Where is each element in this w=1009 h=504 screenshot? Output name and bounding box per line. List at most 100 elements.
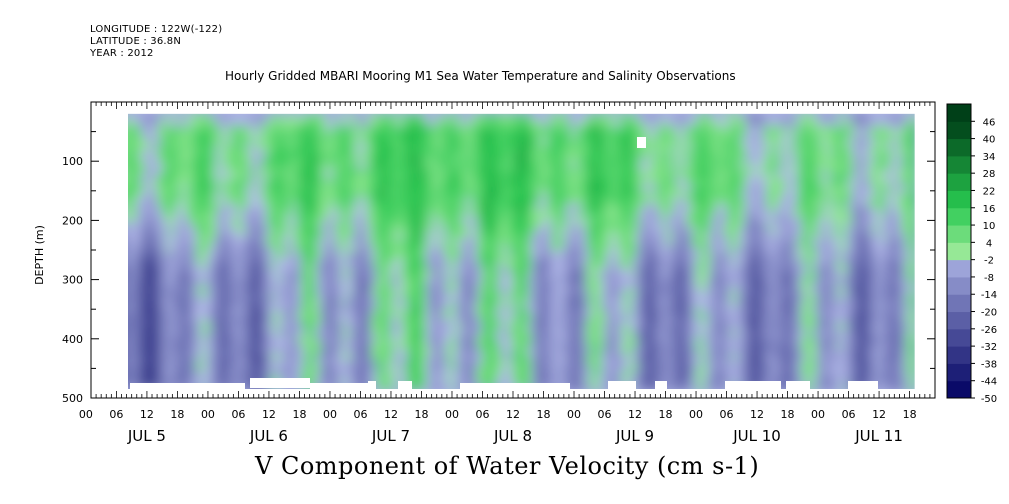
colorbar-segment [947,207,971,226]
x-hour-label: 18 [537,408,551,421]
colorbar-segment [947,225,971,243]
colorbar-label: 16 [983,204,996,215]
x-day-label: JUL 6 [249,427,288,445]
colorbar-segment [947,380,971,399]
x-hour-label: 00 [201,408,215,421]
colorbar-label: -26 [981,325,997,336]
x-hour-label: 06 [475,408,489,421]
missing-data-patch [655,381,667,389]
colorbar-segment [947,155,971,174]
colorbar-label: -8 [984,273,994,284]
x-day-label: JUL 8 [493,427,532,445]
x-hour-label: 00 [79,408,93,421]
x-hour-label: 18 [292,408,306,421]
x-hour-label: 00 [689,408,703,421]
colorbar-label: -20 [981,308,997,319]
colorbar: -50 -44 -38 -32 -26 -20 -14 -8 -2 4 10 16 22 28 34 40 46 [946,103,997,405]
y-tick-label: 500 [62,392,83,405]
colorbar-segment [947,311,971,330]
missing-data-patch [848,381,878,389]
y-tick-label: 100 [62,155,83,168]
missing-data-patch [310,383,370,390]
missing-data-patch [725,381,781,389]
colorbar-frame [946,103,972,399]
x-hour-label: 12 [750,408,764,421]
colorbar-label: 28 [983,169,996,180]
x-hour-label: 18 [781,408,795,421]
missing-data-patch [637,137,646,148]
colorbar-segment [947,173,971,191]
colorbar-segment [947,242,971,261]
x-axis: 00 06 12 18 00 06 12 18 00 06 12 18 00 06 12 18 00 06 12 18… [79,102,936,445]
colorbar-label: -2 [984,256,994,267]
colorbar-label: 4 [986,238,992,249]
x-hour-label: 00 [567,408,581,421]
x-day-label: JUL 9 [615,427,654,445]
colorbar-label: 22 [983,186,996,197]
colorbar-label: 46 [983,117,996,128]
y-tick-label: 200 [62,214,83,227]
x-hour-label: 00 [323,408,337,421]
colorbar-label: -44 [981,377,997,388]
x-hour-label: 06 [842,408,856,421]
x-day-label: JUL 10 [732,427,781,445]
missing-data-patch [250,378,310,388]
x-hour-label: 06 [353,408,367,421]
variable-title: V Component of Water Velocity (cm s-1) [255,452,760,480]
velocity-field [128,113,925,389]
colorbar-segment [947,190,971,209]
x-day-label: JUL 7 [371,427,410,445]
x-hour-label: 18 [903,408,917,421]
year-label: YEAR : 2012 [90,48,154,59]
missing-data-patch [130,383,245,390]
x-hour-label: 12 [140,408,154,421]
colorbar-label: 34 [983,152,996,163]
latitude-label: LATITUDE : 36.8N [90,36,182,47]
x-hour-label: 18 [414,408,428,421]
chart-title: Hourly Gridded MBARI Mooring M1 Sea Wate… [225,69,736,83]
x-hour-label: 12 [506,408,520,421]
colorbar-segment [947,259,971,278]
missing-data-patch [786,381,810,389]
colorbar-label: -32 [981,342,997,353]
x-hour-label: 12 [262,408,276,421]
colorbar-label: 40 [983,135,996,146]
x-day-label: JUL 5 [127,427,166,445]
x-hour-label: 00 [445,408,459,421]
x-hour-label: 06 [598,408,612,421]
colorbar-segment [947,328,971,347]
missing-data-patch [368,381,376,389]
longitude-label: LONGITUDE : 122W(-122) [90,24,223,35]
no-data-region-right [914,103,934,397]
x-hour-label: 06 [231,408,245,421]
colorbar-label: -14 [981,290,997,301]
x-hour-label: 06 [720,408,734,421]
missing-data-patch [608,381,636,389]
colorbar-label: -38 [981,359,997,370]
x-hour-label: 06 [109,408,123,421]
missing-data-patch [460,383,570,390]
x-hour-label: 18 [170,408,184,421]
y-tick-label: 300 [62,274,83,287]
colorbar-segment [947,121,971,140]
missing-data-patch [398,381,412,389]
colorbar-segment [947,104,971,122]
colorbar-label: 10 [983,221,996,232]
x-hour-label: 00 [811,408,825,421]
colorbar-segment [947,294,971,313]
x-hour-label: 12 [872,408,886,421]
y-tick-label: 400 [62,333,83,346]
y-axis-label: DEPTH (m) [33,225,46,285]
x-day-label: JUL 11 [854,427,903,445]
colorbar-segment [947,138,971,157]
colorbar-label: -50 [981,394,997,405]
x-hour-label: 12 [628,408,642,421]
colorbar-segment [947,346,971,364]
x-hour-label: 18 [659,408,673,421]
x-hour-label: 12 [384,408,398,421]
y-axis: 100 200 300 400 500 [62,101,935,405]
colorbar-segment [947,363,971,382]
no-data-region-left [92,103,112,397]
colorbar-segment [947,276,971,295]
